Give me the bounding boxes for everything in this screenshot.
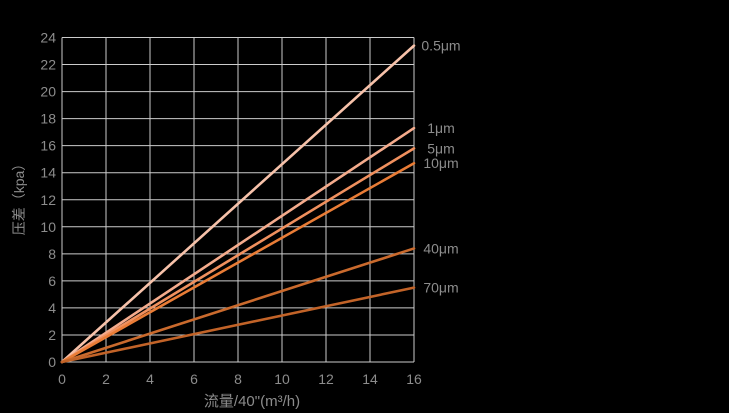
y-tick-label: 0 xyxy=(48,354,56,370)
y-tick-label: 14 xyxy=(40,165,56,181)
grid-layer xyxy=(61,37,415,363)
y-tick-label: 16 xyxy=(40,138,56,154)
y-tick-label: 22 xyxy=(40,57,56,73)
x-tick-label: 14 xyxy=(362,371,378,387)
series-line-1μm xyxy=(60,126,416,364)
y-tick-label: 2 xyxy=(48,327,56,343)
y-tick-label: 10 xyxy=(40,219,56,235)
x-tick-label: 12 xyxy=(318,371,334,387)
series-label-0.5μm: 0.5μm xyxy=(421,38,460,54)
series-label-1μm: 1μm xyxy=(427,120,455,136)
y-tick-label: 18 xyxy=(40,111,56,127)
x-tick-label: 16 xyxy=(406,371,422,387)
series-label-40μm: 40μm xyxy=(423,240,458,256)
y-tick-label: 8 xyxy=(48,246,56,262)
y-tick-label: 24 xyxy=(40,30,56,46)
series-line-40μm xyxy=(60,247,416,364)
series-line-70μm xyxy=(60,286,416,364)
series-line-10μm xyxy=(60,161,416,364)
series-line-5μm xyxy=(60,147,416,364)
x-tick-label: 10 xyxy=(274,371,290,387)
x-tick-label: 2 xyxy=(102,371,110,387)
y-tick-label: 6 xyxy=(48,273,56,289)
series-label-10μm: 10μm xyxy=(423,155,458,171)
x-tick-label: 0 xyxy=(58,371,66,387)
x-tick-label: 6 xyxy=(190,371,198,387)
x-tick-label: 4 xyxy=(146,371,154,387)
y-tick-label: 20 xyxy=(40,84,56,100)
y-axis-title: 压差（kpa） xyxy=(11,157,27,236)
x-axis-title: 流量/40"(m³/h) xyxy=(204,393,300,410)
series-layer xyxy=(60,44,416,364)
y-tick-label: 12 xyxy=(40,192,56,208)
series-label-70μm: 70μm xyxy=(423,280,458,296)
series-label-5μm: 5μm xyxy=(427,140,455,156)
x-tick-label: 8 xyxy=(234,371,242,387)
y-tick-label: 4 xyxy=(48,300,56,316)
series-line-0.5μm xyxy=(60,44,416,364)
